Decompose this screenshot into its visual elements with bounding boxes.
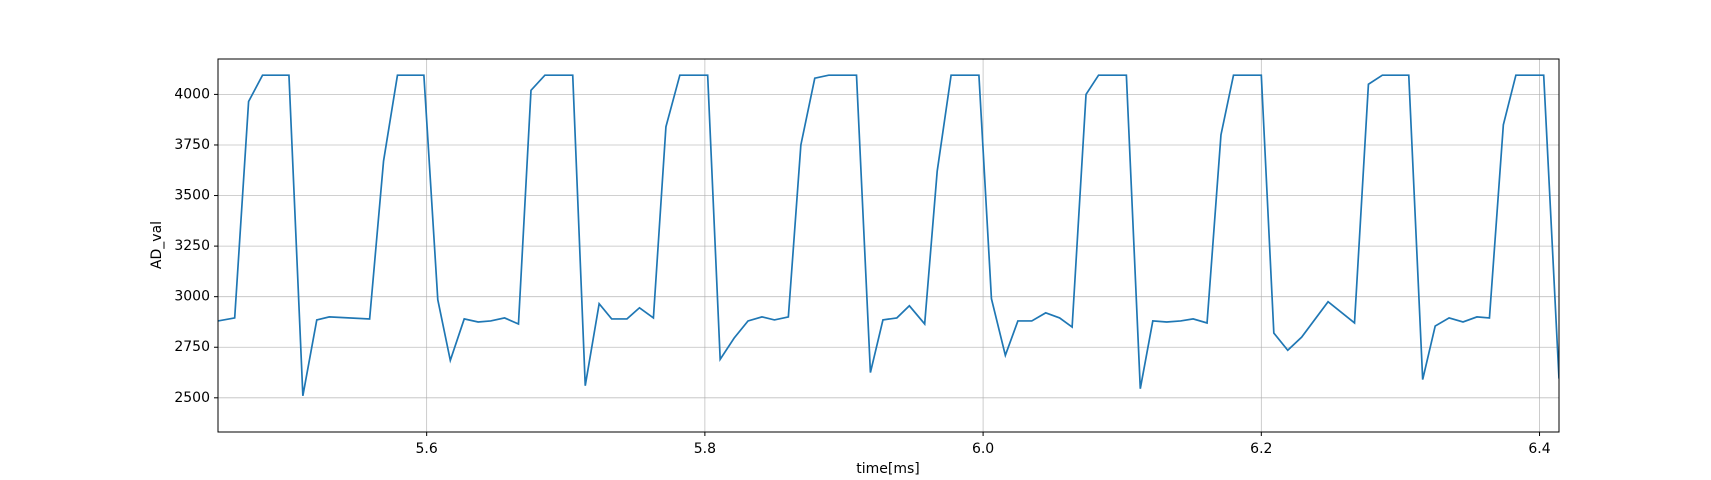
data-line: [218, 74, 1559, 396]
x-tick-label: 6.0: [972, 441, 994, 457]
y-tick-label: 3250: [174, 238, 210, 254]
x-tick-label: 5.6: [416, 441, 438, 457]
y-tick-label: 3000: [174, 289, 210, 305]
x-tick-label: 5.8: [694, 441, 716, 457]
x-tick-label: 6.2: [1250, 441, 1272, 457]
y-tick-label: 4000: [174, 86, 210, 102]
y-tick-label: 2500: [174, 390, 210, 406]
y-tick-label: 3750: [174, 137, 210, 153]
y-tick-label: 2750: [174, 339, 210, 355]
x-tick-label: 6.4: [1528, 441, 1550, 457]
x-axis-label: time[ms]: [856, 461, 920, 477]
y-axis-label: AD_val: [149, 221, 165, 269]
plot-frame: [217, 58, 1560, 433]
y-tick-label: 3500: [174, 188, 210, 204]
